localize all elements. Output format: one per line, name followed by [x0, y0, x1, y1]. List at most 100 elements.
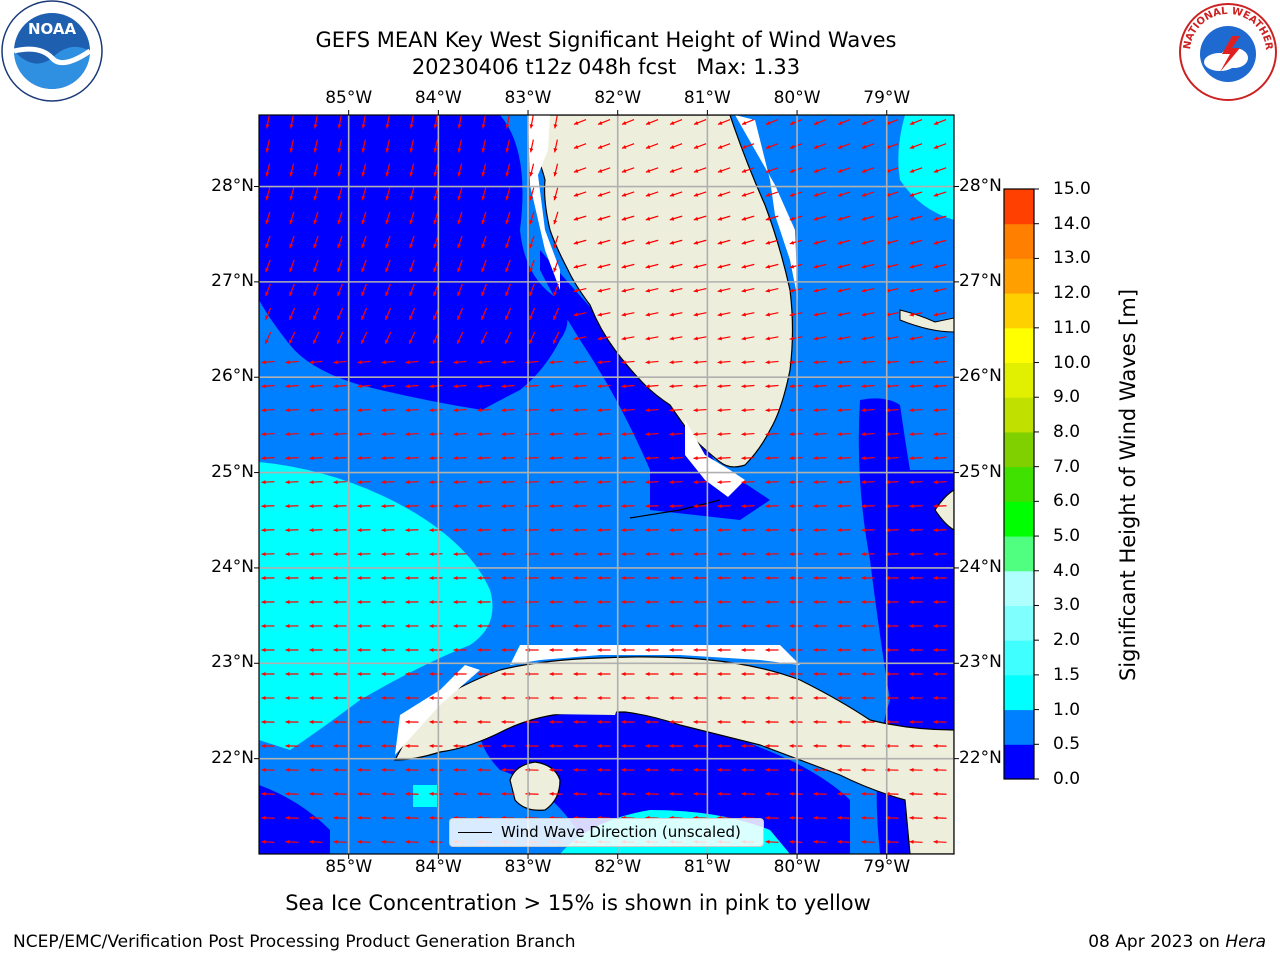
colorbar-swatch	[1004, 293, 1034, 329]
wind-vector-head	[765, 312, 770, 317]
wind-vector-head	[501, 456, 506, 461]
wind-vector-head	[333, 815, 338, 820]
wind-vector-head	[433, 124, 438, 129]
wind-vector-head	[549, 432, 554, 437]
wind-vector-head	[621, 695, 626, 700]
wind-vector-head	[405, 384, 410, 389]
wind-vector-head	[789, 312, 794, 317]
wind-vector-head	[453, 576, 458, 581]
wind-vector-head	[309, 360, 314, 365]
map-title: GEFS MEAN Key West Significant Height of…	[315, 28, 897, 52]
wind-vector-head	[429, 528, 434, 533]
wind-vector-head	[813, 312, 818, 317]
wind-vector-head	[669, 360, 674, 365]
wind-vector-head	[645, 312, 650, 317]
wind-vector-head	[381, 384, 386, 389]
wind-vector-head	[381, 767, 386, 772]
wind-vector-head	[693, 624, 698, 629]
wind-vector-head	[573, 360, 578, 365]
colorbar-tick-label: 11.0	[1053, 317, 1091, 338]
wind-vector-head	[333, 384, 338, 389]
wind-vector-head	[433, 339, 437, 344]
wind-vector-head	[477, 671, 482, 676]
colorbar	[1003, 188, 1039, 780]
wind-vector-head	[453, 408, 458, 413]
wind-vector-head	[741, 456, 746, 461]
wind-vector-head	[261, 839, 266, 844]
wind-vector-head	[457, 339, 461, 344]
wind-vector-head	[669, 240, 675, 245]
wind-vector-head	[693, 695, 698, 700]
wind-vector-head	[717, 360, 722, 365]
wind-vector-head	[481, 219, 486, 225]
wind-vector-head	[481, 315, 485, 320]
colorbar-swatch	[1004, 709, 1034, 745]
colorbar-swatch	[1004, 536, 1034, 572]
wind-vector-head	[717, 288, 723, 293]
wind-vector-head	[813, 456, 818, 461]
lon-tick-label: 85°W	[325, 88, 373, 108]
wind-vector-head	[741, 695, 746, 700]
wind-vector-head	[597, 288, 603, 293]
wind-vector-head	[645, 336, 650, 341]
wind-vector-head	[669, 168, 675, 173]
wind-vector-head	[813, 528, 818, 533]
wind-vector-head	[385, 267, 390, 273]
wind-vector-head	[261, 528, 266, 533]
wind-vector-head	[717, 767, 722, 772]
wind-vector-head	[621, 767, 626, 772]
wind-vector-head	[765, 192, 771, 197]
wind-vector-head	[933, 432, 938, 437]
wave-field-low-cuba	[477, 695, 850, 854]
wind-vector-head	[909, 624, 914, 629]
wind-vector-head	[549, 600, 554, 605]
wind-vector-head	[285, 384, 290, 389]
wind-vector-head	[837, 264, 843, 269]
wind-vector-head	[765, 671, 770, 676]
wind-vector-head	[573, 264, 579, 269]
wind-vector-head	[693, 480, 698, 485]
wind-vector-head	[765, 432, 770, 437]
wind-vector-head	[405, 839, 410, 844]
wind-vector-head	[313, 315, 317, 320]
wind-vector-head	[645, 743, 650, 748]
wind-vector-head	[333, 648, 338, 653]
lon-tick-label: 81°W	[683, 88, 731, 108]
wind-vector-head	[669, 671, 674, 676]
wind-vector-head	[837, 408, 842, 413]
wind-vector-head	[909, 695, 914, 700]
wind-vector-head	[837, 576, 842, 581]
wind-vector-head	[933, 695, 938, 700]
wind-vector-head	[261, 456, 266, 461]
wind-vector-head	[549, 360, 554, 365]
wind-vector-head	[261, 576, 266, 581]
wind-vector-head	[313, 267, 318, 273]
wind-vector-head	[597, 600, 602, 605]
wind-vector-head	[645, 480, 650, 485]
wind-vector-head	[309, 528, 314, 533]
wind-vector-head	[481, 171, 486, 177]
wind-vector-head	[549, 767, 554, 772]
wind-vector-head	[717, 719, 722, 724]
wind-vector-head	[381, 480, 386, 485]
wind-vector-head	[429, 504, 434, 509]
wind-vector-head	[289, 219, 294, 225]
wind-vector-head	[861, 312, 866, 317]
wind-vector-head	[693, 384, 698, 389]
wind-vector-head	[837, 288, 843, 293]
wind-vector-head	[429, 719, 434, 724]
wind-vector-head	[789, 480, 794, 485]
wind-vector-head	[717, 552, 722, 557]
wind-vector-head	[549, 743, 554, 748]
wind-vector-head	[549, 384, 554, 389]
wind-vector-head	[409, 267, 414, 273]
wind-vector-head	[457, 124, 462, 129]
wind-vector-head	[505, 267, 510, 273]
wind-vector-head	[837, 624, 842, 629]
wind-vector-head	[621, 384, 626, 389]
wind-vector-head	[861, 456, 866, 461]
wind-vector-head	[597, 408, 602, 413]
wind-vector-head	[505, 339, 509, 344]
wind-vector-head	[861, 528, 866, 533]
wind-vector-head	[333, 480, 338, 485]
